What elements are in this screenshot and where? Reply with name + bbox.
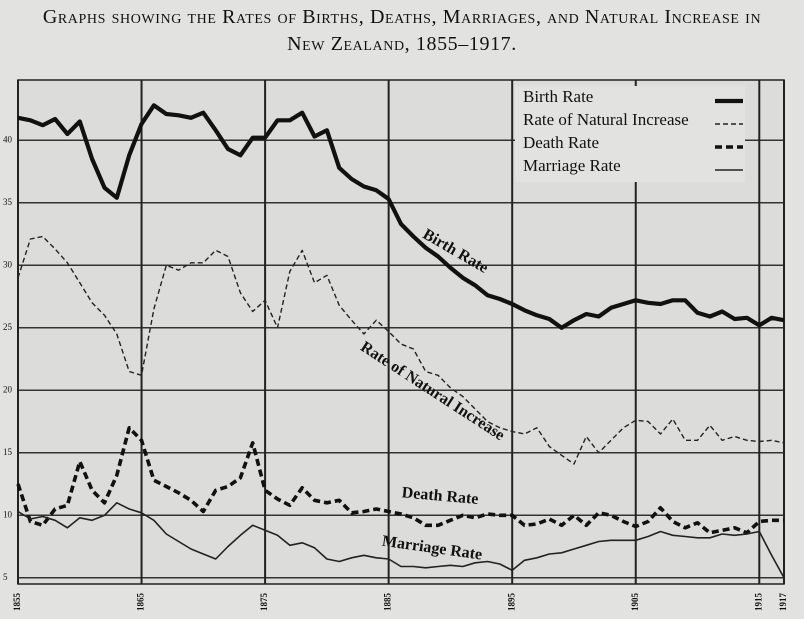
series-line [16,426,784,535]
x-tick-label: 1875 [259,593,269,612]
line-label: Death Rate [401,484,479,508]
x-tick-label: 1885 [383,593,393,612]
legend-label: Rate of Natural Increase [523,110,689,129]
x-tick-label: 1855 [12,593,22,612]
series-line [17,235,785,465]
chart-title: Graphs showing the Rates of Births, Deat… [42,6,762,55]
legend-label: Marriage Rate [523,156,621,175]
y-tick-label: 25 [3,322,13,332]
y-tick-label: 10 [3,509,13,519]
legend-label: Birth Rate [523,87,593,106]
y-tick-label: 40 [3,134,13,144]
series-line [17,502,785,579]
legend-label: Death Rate [523,133,599,152]
y-tick-label: 20 [3,384,13,394]
legend: Birth Rate Rate of Natural Increase Death … [515,86,745,182]
y-tick-label: 5 [3,572,8,582]
y-tick-label: 30 [3,259,13,269]
x-tick-label: 1917 [778,593,788,612]
y-tick-label: 15 [3,447,13,457]
legend-box [515,86,745,182]
x-tick-label: 1905 [630,593,640,612]
y-tick-label: 35 [3,197,13,207]
x-tick-label: 1915 [753,593,763,612]
x-tick-label: 1895 [506,593,516,612]
series-line [17,103,785,330]
x-tick-label: 1865 [136,593,146,612]
